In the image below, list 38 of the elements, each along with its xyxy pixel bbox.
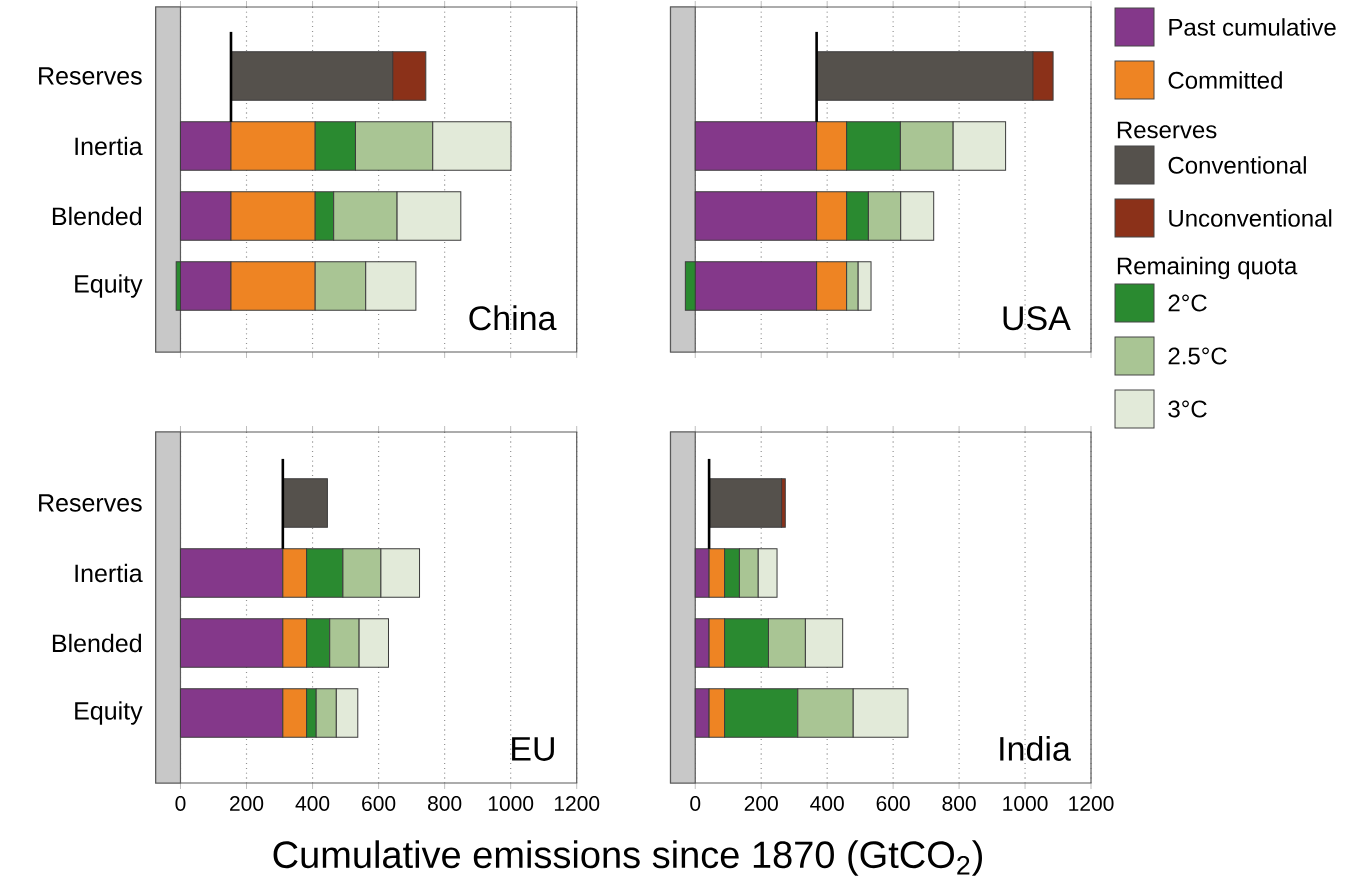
legend-label: Past cumulative bbox=[1169, 18, 1336, 36]
x-tick-label: 1200 bbox=[554, 796, 600, 811]
bar bbox=[708, 478, 783, 528]
legend-label: Conventional bbox=[1168, 156, 1306, 174]
legend-label: Unconventional bbox=[1169, 209, 1332, 227]
text: EU bbox=[512, 737, 554, 761]
y-tick-label: Blended bbox=[52, 633, 142, 653]
y-tick-label: Blended bbox=[52, 206, 142, 226]
x-axis-title: Cumulative emissions since 1870 (GtCO$_{2}$) bbox=[273, 840, 982, 876]
x-tick-label: 200 bbox=[744, 796, 778, 811]
y-tick-label: Inertia bbox=[75, 563, 143, 583]
legend-label: 3°C bbox=[1168, 400, 1207, 418]
x-tick-label: 1200 bbox=[1069, 796, 1114, 811]
legend-label: 2°C bbox=[1168, 294, 1207, 312]
y-tick-label: Inertia bbox=[75, 136, 143, 156]
legend-label: 2.5°C bbox=[1168, 347, 1227, 365]
x-tick-label: 400 bbox=[810, 796, 844, 811]
x-tick-label: 800 bbox=[428, 796, 462, 811]
text: USA bbox=[1003, 306, 1071, 331]
x-tick-label: 0 bbox=[690, 796, 701, 811]
text: China bbox=[469, 305, 557, 331]
legend-label: Committed bbox=[1168, 71, 1282, 89]
text: Remaining quota bbox=[1117, 256, 1298, 280]
text: India bbox=[1000, 735, 1071, 761]
x-tick-label: 200 bbox=[230, 796, 264, 811]
x-tick-label: 0 bbox=[175, 796, 186, 811]
x-tick-label: 400 bbox=[295, 796, 330, 811]
y-tick-label: Equity bbox=[75, 274, 143, 298]
y-tick-label: Equity bbox=[75, 701, 143, 725]
x-tick-label: 600 bbox=[876, 796, 910, 811]
x-tick-label: 800 bbox=[942, 796, 976, 811]
x-tick-label: 600 bbox=[362, 796, 396, 811]
bar bbox=[282, 478, 328, 528]
text: Reserves bbox=[1117, 121, 1217, 139]
y-tick-label: Reserves bbox=[39, 67, 142, 85]
x-tick-label: 1000 bbox=[488, 796, 534, 811]
y-tick-label: Reserves bbox=[39, 494, 142, 512]
x-tick-label: 1000 bbox=[1003, 796, 1048, 811]
